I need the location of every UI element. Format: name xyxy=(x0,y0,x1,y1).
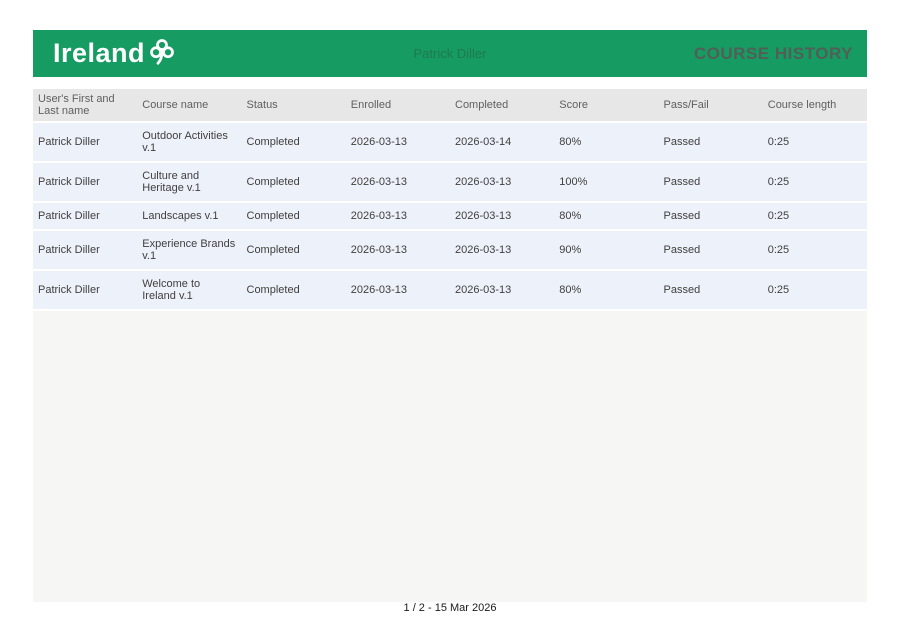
table-cell: Completed xyxy=(241,270,346,311)
brand-logo: Ireland xyxy=(33,34,177,73)
table-cell: Passed xyxy=(658,122,763,163)
table-cell: 2026-03-13 xyxy=(345,230,450,271)
table-cell: 2026-03-13 xyxy=(450,230,555,271)
table-cell: Passed xyxy=(658,230,763,271)
table-cell: 0:25 xyxy=(762,122,867,163)
report-user-name: Patrick Diller xyxy=(413,46,487,61)
table-cell: Completed xyxy=(241,162,346,203)
table-cell: Patrick Diller xyxy=(33,270,138,311)
brand-logo-text: Ireland xyxy=(53,38,146,68)
table-cell: Experience Brands v.1 xyxy=(137,230,242,271)
table-cell: 2026-03-13 xyxy=(345,270,450,311)
table-cell: Patrick Diller xyxy=(33,230,138,271)
table-row: Patrick Diller Culture and Heritage v.1 Co… xyxy=(33,162,867,203)
column-header-score: Score xyxy=(554,89,659,123)
table-cell: 2026-03-14 xyxy=(450,122,555,163)
table-cell: Landscapes v.1 xyxy=(137,202,242,231)
report-body: User's First and Last name Course name S… xyxy=(33,89,867,602)
course-history-table: User's First and Last name Course name S… xyxy=(33,89,867,311)
table-cell: Culture and Heritage v.1 xyxy=(137,162,242,203)
table-cell: Patrick Diller xyxy=(33,202,138,231)
table-cell: Outdoor Activities v.1 xyxy=(137,122,242,163)
table-row: Patrick Diller Welcome to Ireland v.1 Comp… xyxy=(33,270,867,311)
table-cell: 2026-03-13 xyxy=(345,202,450,231)
table-cell: 100% xyxy=(554,162,659,203)
table-cell: Passed xyxy=(658,270,763,311)
table-cell: Completed xyxy=(241,230,346,271)
table-cell: 0:25 xyxy=(762,230,867,271)
table-cell: 80% xyxy=(554,202,659,231)
table-cell: 2026-03-13 xyxy=(450,202,555,231)
table-cell: 2026-03-13 xyxy=(450,162,555,203)
table-cell: Patrick Diller xyxy=(33,122,138,163)
page-footer: 1 / 2 - 15 Mar 2026 xyxy=(403,602,497,614)
table-cell: 0:25 xyxy=(762,162,867,203)
table-cell: 90% xyxy=(554,230,659,271)
table-cell: 2026-03-13 xyxy=(345,122,450,163)
table-row: Patrick Diller Experience Brands v.1 Compl… xyxy=(33,230,867,271)
column-header-enrolled: Enrolled xyxy=(345,89,450,123)
column-header-course-name: Course name xyxy=(137,89,242,123)
table-cell: 80% xyxy=(554,122,659,163)
table-cell: 0:25 xyxy=(762,270,867,311)
table-header: User's First and Last name Course name S… xyxy=(33,89,867,123)
table-body: Patrick Diller Outdoor Activities v.1 Comp… xyxy=(33,122,867,311)
shamrock-icon xyxy=(145,34,177,73)
table-cell: Passed xyxy=(658,202,763,231)
table-cell: Passed xyxy=(658,162,763,203)
report-header-banner: Ireland Patrick Diller COURSE HISTORY xyxy=(33,30,867,77)
column-header-status: Status xyxy=(241,89,346,123)
column-header-pass-fail: Pass/Fail xyxy=(658,89,763,123)
table-row: Patrick Diller Landscapes v.1 Completed 202… xyxy=(33,202,867,231)
table-cell: Completed xyxy=(241,202,346,231)
report-title: COURSE HISTORY xyxy=(693,43,853,63)
table-cell: 0:25 xyxy=(762,202,867,231)
table-cell: Patrick Diller xyxy=(33,162,138,203)
table-header-row: User's First and Last name Course name S… xyxy=(33,89,867,123)
table-cell: 80% xyxy=(554,270,659,311)
table-row: Patrick Diller Outdoor Activities v.1 Comp… xyxy=(33,122,867,163)
table-cell: 2026-03-13 xyxy=(345,162,450,203)
table-cell: Welcome to Ireland v.1 xyxy=(137,270,242,311)
table-cell: Completed xyxy=(241,122,346,163)
column-header-completed: Completed xyxy=(450,89,555,123)
table-cell: 2026-03-13 xyxy=(450,270,555,311)
column-header-course-length: Course length xyxy=(762,89,867,123)
column-header-user-name: User's First and Last name xyxy=(33,89,138,123)
